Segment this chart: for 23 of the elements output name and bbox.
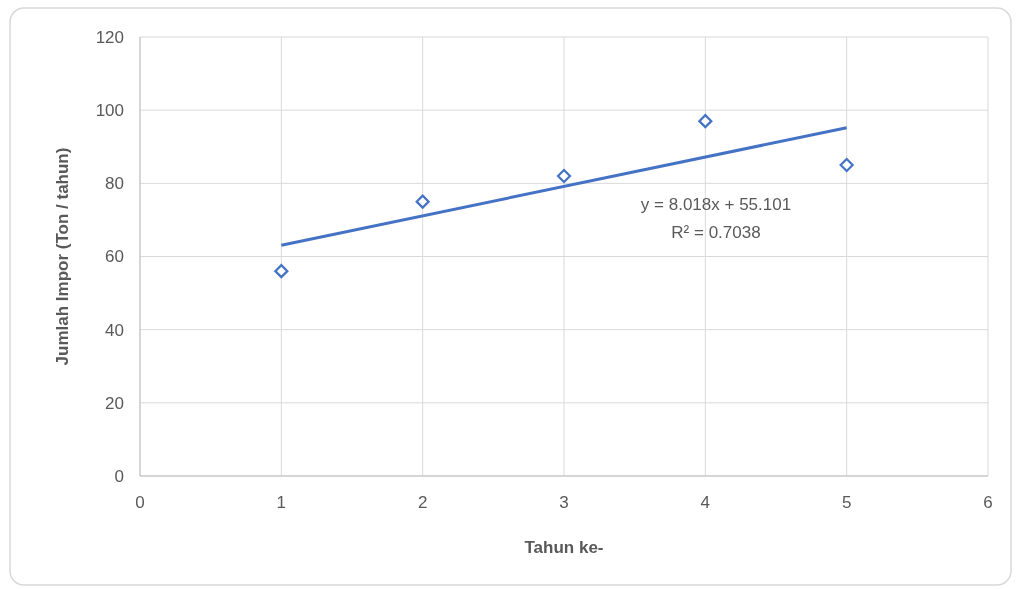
x-axis-title: Tahun ke-: [524, 538, 604, 557]
y-tick-label: 0: [114, 466, 124, 486]
x-tick-label: 1: [276, 493, 287, 512]
y-tick-label: 120: [95, 27, 124, 47]
point: [415, 194, 430, 209]
annotation: R² = 0.7038: [671, 223, 761, 242]
x-tick-label: 4: [700, 493, 711, 512]
point: [698, 114, 713, 129]
x-tick-label: 5: [841, 493, 852, 512]
point: [274, 264, 289, 279]
x-tick-label: 0: [135, 493, 145, 512]
y-axis-title: Jumlah Impor (Ton / tahun): [53, 147, 72, 366]
x-tick-label: 6: [983, 493, 993, 512]
y-tick-label: 100: [95, 101, 124, 121]
x-tick-label: 3: [559, 493, 569, 512]
point: [839, 157, 854, 173]
annotation: y = 8.018x + 55.101: [640, 195, 792, 214]
y-tick-label: 80: [105, 174, 124, 194]
y-tick-label: 60: [105, 247, 124, 267]
point: [556, 168, 572, 184]
y-tick-label: 40: [105, 320, 124, 340]
x-tick-label: 2: [417, 493, 428, 512]
y-tick-label: 20: [105, 393, 124, 413]
